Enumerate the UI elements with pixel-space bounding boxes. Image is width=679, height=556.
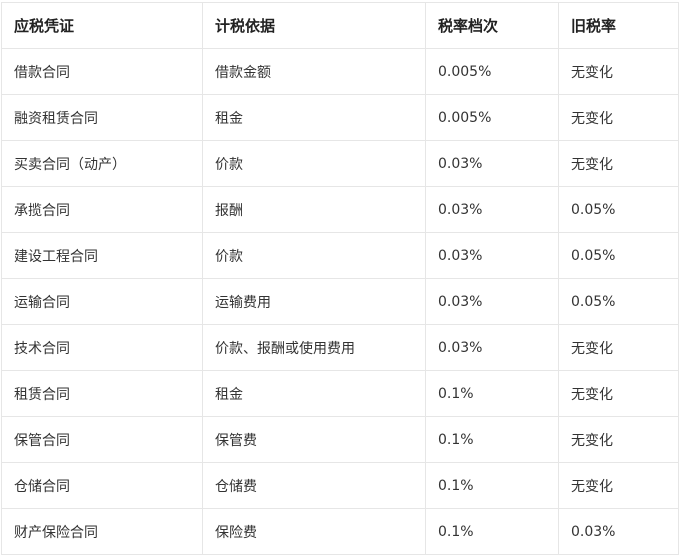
cell-tax-rate: 0.1% bbox=[425, 508, 559, 555]
table-row: 买卖合同（动产） 价款 0.03% 无变化 bbox=[1, 140, 679, 187]
cell-taxable-document: 保管合同 bbox=[1, 416, 203, 463]
cell-tax-rate: 0.005% bbox=[425, 48, 559, 95]
cell-tax-basis: 保管费 bbox=[202, 416, 426, 463]
cell-tax-rate: 0.005% bbox=[425, 94, 559, 141]
cell-old-tax-rate: 无变化 bbox=[558, 140, 679, 187]
cell-taxable-document: 租赁合同 bbox=[1, 370, 203, 417]
cell-tax-rate: 0.1% bbox=[425, 370, 559, 417]
cell-old-tax-rate: 无变化 bbox=[558, 48, 679, 95]
cell-tax-basis: 报酬 bbox=[202, 186, 426, 233]
cell-old-tax-rate: 0.05% bbox=[558, 232, 679, 279]
cell-taxable-document: 借款合同 bbox=[1, 48, 203, 95]
header-tax-rate: 税率档次 bbox=[425, 2, 559, 49]
cell-tax-rate: 0.1% bbox=[425, 462, 559, 509]
table-row: 租赁合同 租金 0.1% 无变化 bbox=[1, 370, 679, 417]
cell-tax-rate: 0.03% bbox=[425, 278, 559, 325]
cell-old-tax-rate: 0.05% bbox=[558, 186, 679, 233]
table-row: 技术合同 价款、报酬或使用费用 0.03% 无变化 bbox=[1, 324, 679, 371]
cell-old-tax-rate: 无变化 bbox=[558, 416, 679, 463]
table-row: 建设工程合同 价款 0.03% 0.05% bbox=[1, 232, 679, 279]
header-tax-basis: 计税依据 bbox=[202, 2, 426, 49]
cell-taxable-document: 买卖合同（动产） bbox=[1, 140, 203, 187]
cell-tax-basis: 价款 bbox=[202, 232, 426, 279]
cell-old-tax-rate: 无变化 bbox=[558, 370, 679, 417]
cell-taxable-document: 承揽合同 bbox=[1, 186, 203, 233]
cell-tax-basis: 租金 bbox=[202, 94, 426, 141]
cell-taxable-document: 建设工程合同 bbox=[1, 232, 203, 279]
header-old-tax-rate: 旧税率 bbox=[558, 2, 679, 49]
cell-tax-rate: 0.03% bbox=[425, 232, 559, 279]
cell-taxable-document: 仓储合同 bbox=[1, 462, 203, 509]
cell-taxable-document: 技术合同 bbox=[1, 324, 203, 371]
cell-tax-basis: 借款金额 bbox=[202, 48, 426, 95]
cell-tax-rate: 0.03% bbox=[425, 140, 559, 187]
table-header-row: 应税凭证 计税依据 税率档次 旧税率 bbox=[1, 2, 679, 49]
cell-old-tax-rate: 0.05% bbox=[558, 278, 679, 325]
cell-old-tax-rate: 无变化 bbox=[558, 324, 679, 371]
cell-taxable-document: 运输合同 bbox=[1, 278, 203, 325]
table-row: 运输合同 运输费用 0.03% 0.05% bbox=[1, 278, 679, 325]
cell-old-tax-rate: 0.03% bbox=[558, 508, 679, 555]
cell-tax-rate: 0.1% bbox=[425, 416, 559, 463]
cell-tax-basis: 租金 bbox=[202, 370, 426, 417]
cell-old-tax-rate: 无变化 bbox=[558, 462, 679, 509]
table-row: 财产保险合同 保险费 0.1% 0.03% bbox=[1, 508, 679, 555]
cell-old-tax-rate: 无变化 bbox=[558, 94, 679, 141]
table-row: 保管合同 保管费 0.1% 无变化 bbox=[1, 416, 679, 463]
table-row: 仓储合同 仓储费 0.1% 无变化 bbox=[1, 462, 679, 509]
cell-tax-basis: 仓储费 bbox=[202, 462, 426, 509]
cell-tax-basis: 价款、报酬或使用费用 bbox=[202, 324, 426, 371]
cell-taxable-document: 财产保险合同 bbox=[1, 508, 203, 555]
table-row: 承揽合同 报酬 0.03% 0.05% bbox=[1, 186, 679, 233]
cell-tax-rate: 0.03% bbox=[425, 186, 559, 233]
cell-tax-basis: 价款 bbox=[202, 140, 426, 187]
cell-tax-basis: 运输费用 bbox=[202, 278, 426, 325]
table-row: 借款合同 借款金额 0.005% 无变化 bbox=[1, 48, 679, 95]
table-row: 融资租赁合同 租金 0.005% 无变化 bbox=[1, 94, 679, 141]
cell-tax-basis: 保险费 bbox=[202, 508, 426, 555]
cell-taxable-document: 融资租赁合同 bbox=[1, 94, 203, 141]
header-taxable-document: 应税凭证 bbox=[1, 2, 203, 49]
cell-tax-rate: 0.03% bbox=[425, 324, 559, 371]
